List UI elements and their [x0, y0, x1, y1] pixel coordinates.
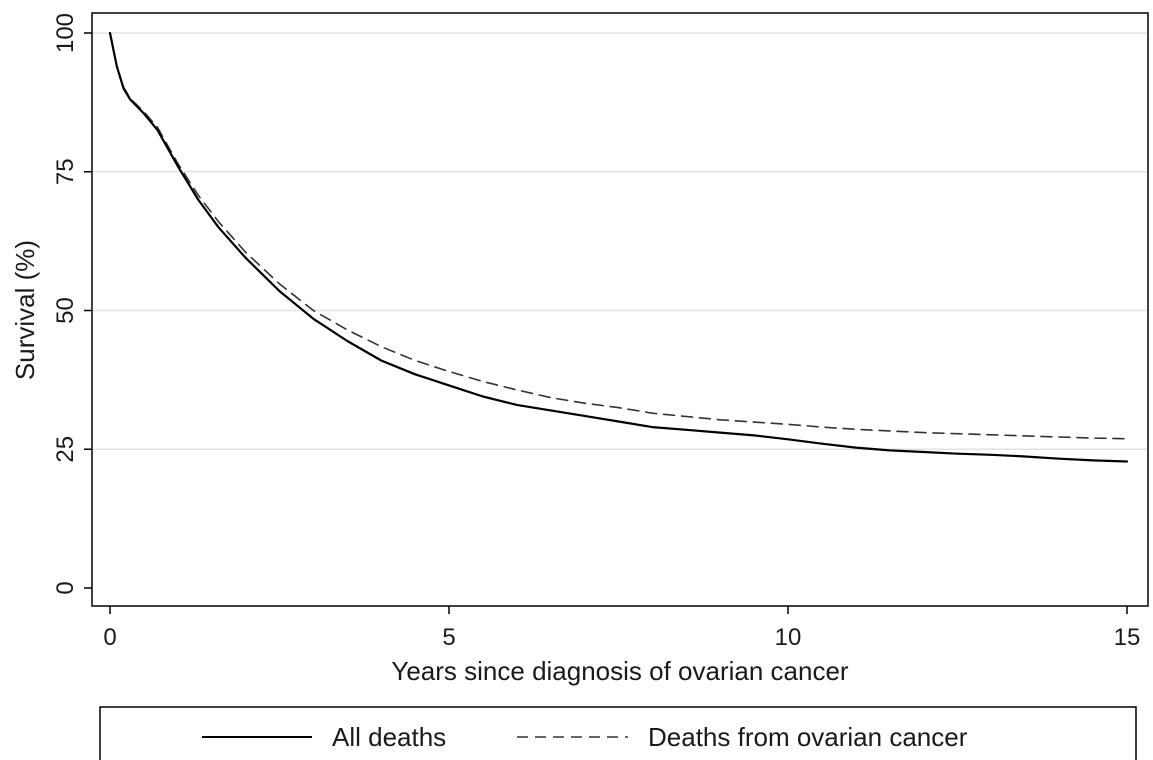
y-tick-label-75: 75	[52, 158, 79, 185]
series-line-all-deaths	[108, 31, 1129, 463]
x-tick-label-0: 0	[103, 624, 116, 651]
legend-label-all-deaths: All deaths	[332, 722, 446, 752]
y-tick-label-25: 25	[52, 436, 79, 463]
x-tick-label-15: 15	[1114, 624, 1141, 651]
x-tick-label-5: 5	[442, 624, 455, 651]
y-tick-label-100: 100	[52, 13, 79, 53]
series-lines	[108, 31, 1129, 463]
y-axis-title: Survival (%)	[10, 240, 40, 380]
legend: All deaths Deaths from ovarian cancer	[99, 706, 1137, 760]
series-line-deaths-from-ovarian-cancer	[109, 32, 1128, 440]
x-tick-label-10: 10	[775, 624, 802, 651]
y-tick-label-50: 50	[52, 297, 79, 324]
y-tick-label-0: 0	[52, 581, 79, 594]
legend-box	[99, 706, 1137, 760]
y-axis-ticks: 0 25 50 75 100	[52, 13, 92, 595]
plot-frame	[91, 12, 1149, 607]
x-axis-ticks: 0 5 10 15	[103, 606, 1140, 651]
legend-label-deaths-from-ovarian-cancer: Deaths from ovarian cancer	[648, 722, 968, 752]
gridlines	[93, 32, 1147, 450]
x-axis-title: Years since diagnosis of ovarian cancer	[391, 656, 849, 686]
